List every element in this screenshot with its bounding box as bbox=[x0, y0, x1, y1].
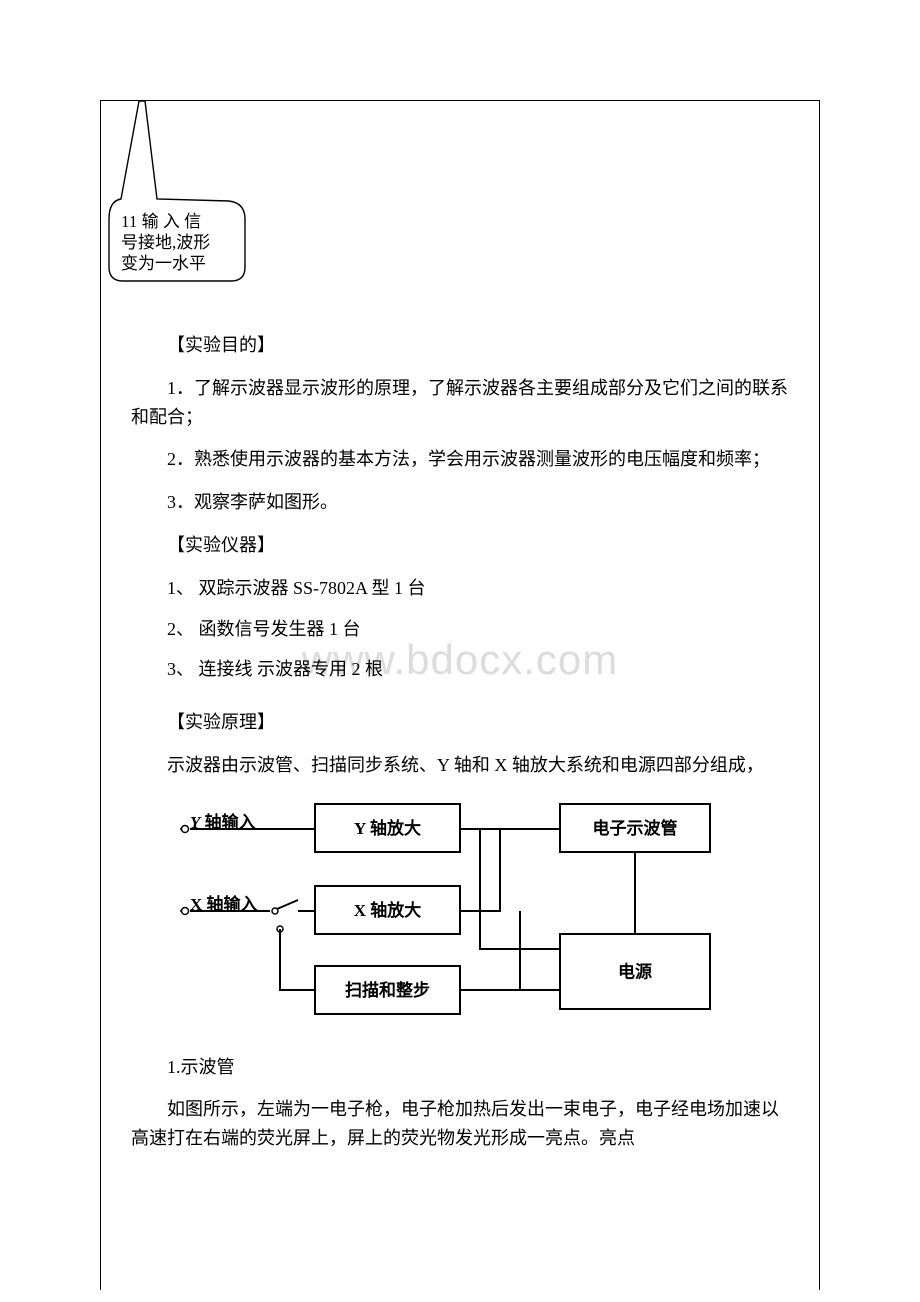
diagram-label-x_in_label: X 轴输入 bbox=[190, 894, 258, 914]
diagram-box-label-psu: 电源 bbox=[618, 961, 652, 981]
section-1-body: 如图所示，左端为一电子枪，电子枪加热后发出一束电子，电子经电场加速以高速打在右端… bbox=[131, 1095, 789, 1153]
purpose-item-3: 3．观察李萨如图形。 bbox=[131, 488, 789, 517]
purpose-heading: 【实验目的】 bbox=[131, 331, 789, 360]
switch-wiper bbox=[277, 900, 298, 909]
section-1-heading: 1.示波管 bbox=[131, 1053, 789, 1082]
document-body: 【实验目的】 1．了解示波器显示波形的原理，了解示波器各主要组成部分及它们之间的… bbox=[131, 101, 789, 1153]
diagram-port-y_in_port bbox=[182, 825, 189, 832]
page-border: 11 输 入 信 号接地,波形 变为一水平 【实验目的】 1．了解示波器显示波形… bbox=[100, 100, 820, 1290]
diagram-label-y_in_label: Y 轴输入 bbox=[190, 812, 256, 832]
purpose-item-2: 2．熟悉使用示波器的基本方法，学会用示波器测量波形的电压幅度和频率； bbox=[131, 445, 789, 474]
diagram-edge bbox=[280, 929, 315, 990]
instruments-heading: 【实验仪器】 bbox=[131, 531, 789, 560]
diagram-box-label-y_amp: Y 轴放大 bbox=[354, 818, 421, 838]
purpose-item-1: 1．了解示波器显示波形的原理，了解示波器各主要组成部分及它们之间的联系和配合； bbox=[131, 374, 789, 432]
block-diagram: Y 轴输入 Y 轴放大 电子示波管 X 轴输入 X 轴放大扫描和整步 电源 bbox=[180, 794, 740, 1043]
instrument-item-2: 2、 函数信号发生器 1 台 bbox=[131, 615, 789, 644]
principle-intro: 示波器由示波管、扫描同步系统、Y 轴和 X 轴放大系统和电源四部分组成， bbox=[131, 751, 789, 780]
diagram-box-label-x_amp: X 轴放大 bbox=[354, 900, 422, 920]
diagram-port-x_in_port bbox=[182, 907, 189, 914]
diagram-box-label-crt: 电子示波管 bbox=[593, 818, 678, 838]
instrument-item-1: 1、 双踪示波器 SS-7802A 型 1 台 bbox=[131, 574, 789, 603]
instrument-item-3: 3、 连接线 示波器专用 2 根 bbox=[131, 655, 789, 684]
diagram-box-label-sweep: 扫描和整步 bbox=[345, 980, 430, 1000]
principle-heading: 【实验原理】 bbox=[131, 708, 789, 737]
